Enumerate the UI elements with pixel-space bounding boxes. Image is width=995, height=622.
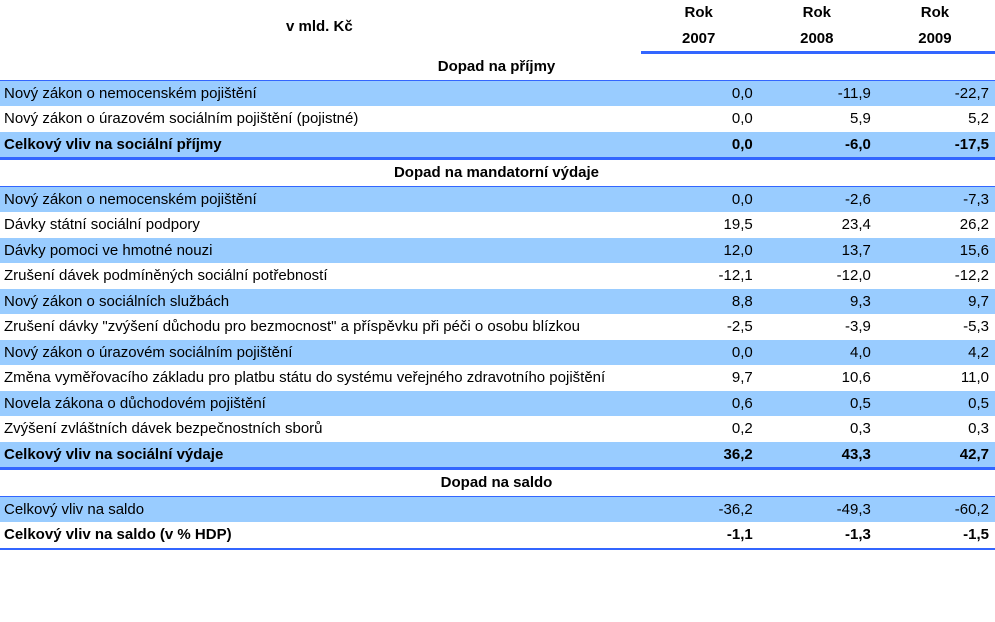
row-value: 13,7 [759, 238, 877, 264]
row-value: -36,2 [641, 496, 759, 522]
table-row: Novela zákona o důchodovém pojištění0,60… [0, 391, 995, 417]
year-0: 2007 [641, 26, 759, 53]
row-value: 0,0 [641, 186, 759, 212]
row-label: Celkový vliv na sociální výdaje [0, 442, 641, 469]
table-row: Nový zákon o úrazovém sociálním pojištěn… [0, 106, 995, 132]
table-row: Celkový vliv na sociální výdaje36,243,34… [0, 442, 995, 469]
table-header-row-1: v mld. Kč Rok Rok Rok [0, 0, 995, 26]
table-row: Nový zákon o sociálních službách8,89,39,… [0, 289, 995, 315]
row-value: 12,0 [641, 238, 759, 264]
row-value: 4,0 [759, 340, 877, 366]
row-value: 11,0 [877, 365, 995, 391]
section-title-row: Dopad na saldo [0, 469, 995, 497]
row-value: 0,0 [641, 132, 759, 159]
row-value: -6,0 [759, 132, 877, 159]
row-value: 36,2 [641, 442, 759, 469]
row-label: Dávky státní sociální podpory [0, 212, 641, 238]
table-row: Celkový vliv na sociální příjmy0,0-6,0-1… [0, 132, 995, 159]
row-value: 0,0 [641, 106, 759, 132]
row-value: 9,3 [759, 289, 877, 315]
row-label: Zrušení dávek podmíněných sociální potře… [0, 263, 641, 289]
row-value: -12,0 [759, 263, 877, 289]
row-value: -3,9 [759, 314, 877, 340]
row-value: -1,5 [877, 522, 995, 549]
row-label: Zvýšení zvláštních dávek bezpečnostních … [0, 416, 641, 442]
row-value: 26,2 [877, 212, 995, 238]
row-label: Změna vyměřovacího základu pro platbu st… [0, 365, 641, 391]
table-row: Dávky pomoci ve hmotné nouzi12,013,715,6 [0, 238, 995, 264]
table-row: Změna vyměřovacího základu pro platbu st… [0, 365, 995, 391]
table-row: Dávky státní sociální podpory19,523,426,… [0, 212, 995, 238]
row-value: 0,5 [759, 391, 877, 417]
row-label: Dávky pomoci ve hmotné nouzi [0, 238, 641, 264]
table-row: Nový zákon o nemocenském pojištění0,0-11… [0, 80, 995, 106]
year-word-2: Rok [877, 0, 995, 26]
row-value: -12,1 [641, 263, 759, 289]
table-row: Zvýšení zvláštních dávek bezpečnostních … [0, 416, 995, 442]
row-value: 0,3 [759, 416, 877, 442]
year-1: 2008 [759, 26, 877, 53]
section-title-row: Dopad na mandatorní výdaje [0, 159, 995, 187]
table-row: Zrušení dávek podmíněných sociální potře… [0, 263, 995, 289]
row-value: 23,4 [759, 212, 877, 238]
row-value: -2,5 [641, 314, 759, 340]
row-label: Zrušení dávky "zvýšení důchodu pro bezmo… [0, 314, 641, 340]
row-label: Celkový vliv na saldo (v % HDP) [0, 522, 641, 549]
row-label: Celkový vliv na sociální příjmy [0, 132, 641, 159]
row-label: Nový zákon o nemocenském pojištění [0, 186, 641, 212]
fiscal-impact-table: v mld. Kč Rok Rok Rok 2007 2008 2009 Dop… [0, 0, 995, 550]
row-value: 15,6 [877, 238, 995, 264]
row-value: 4,2 [877, 340, 995, 366]
row-value: -1,3 [759, 522, 877, 549]
row-value: 0,2 [641, 416, 759, 442]
table-row: Celkový vliv na saldo-36,2-49,3-60,2 [0, 496, 995, 522]
row-value: -5,3 [877, 314, 995, 340]
row-value: 0,5 [877, 391, 995, 417]
row-value: -49,3 [759, 496, 877, 522]
row-value: -1,1 [641, 522, 759, 549]
row-value: 10,6 [759, 365, 877, 391]
row-value: -17,5 [877, 132, 995, 159]
row-label: Nový zákon o úrazovém sociálním pojištěn… [0, 106, 641, 132]
section-title-row: Dopad na příjmy [0, 53, 995, 81]
section-title: Dopad na příjmy [0, 53, 995, 81]
row-value: -60,2 [877, 496, 995, 522]
row-label: Celkový vliv na saldo [0, 496, 641, 522]
year-word-1: Rok [759, 0, 877, 26]
table-row: Zrušení dávky "zvýšení důchodu pro bezmo… [0, 314, 995, 340]
row-value: -12,2 [877, 263, 995, 289]
row-label: Nový zákon o nemocenském pojištění [0, 80, 641, 106]
row-value: 0,6 [641, 391, 759, 417]
row-value: -11,9 [759, 80, 877, 106]
section-title: Dopad na saldo [0, 469, 995, 497]
row-value: 43,3 [759, 442, 877, 469]
row-value: 5,2 [877, 106, 995, 132]
row-value: -2,6 [759, 186, 877, 212]
row-label: Novela zákona o důchodovém pojištění [0, 391, 641, 417]
table-row: Nový zákon o nemocenském pojištění0,0-2,… [0, 186, 995, 212]
row-value: 9,7 [877, 289, 995, 315]
row-value: 0,0 [641, 80, 759, 106]
row-value: -7,3 [877, 186, 995, 212]
row-value: 8,8 [641, 289, 759, 315]
section-title: Dopad na mandatorní výdaje [0, 159, 995, 187]
row-value: 9,7 [641, 365, 759, 391]
row-value: 42,7 [877, 442, 995, 469]
row-label: Nový zákon o úrazovém sociálním pojištěn… [0, 340, 641, 366]
unit-label: v mld. Kč [0, 0, 641, 53]
row-label: Nový zákon o sociálních službách [0, 289, 641, 315]
row-value: 0,0 [641, 340, 759, 366]
row-value: 5,9 [759, 106, 877, 132]
row-value: 19,5 [641, 212, 759, 238]
year-2: 2009 [877, 26, 995, 53]
table-row: Celkový vliv na saldo (v % HDP)-1,1-1,3-… [0, 522, 995, 549]
table-row: Nový zákon o úrazovém sociálním pojištěn… [0, 340, 995, 366]
row-value: -22,7 [877, 80, 995, 106]
row-value: 0,3 [877, 416, 995, 442]
year-word-0: Rok [641, 0, 759, 26]
